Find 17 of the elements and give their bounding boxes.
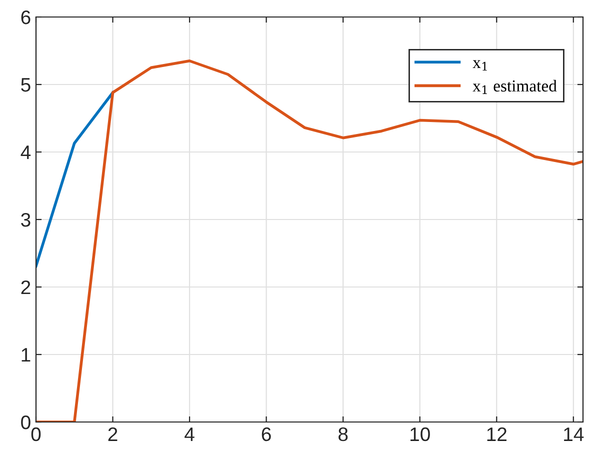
y-tick-label: 2 <box>21 280 30 294</box>
legend-label: x$_{1}$ estimated <box>472 80 557 94</box>
x-tick-label: 10 <box>410 427 430 442</box>
legend-label: x$_{1}$ <box>472 60 487 71</box>
y-tick-label: 5 <box>21 78 30 92</box>
x-tick-label: 0 <box>31 427 41 442</box>
x-tick-label: 12 <box>487 427 506 441</box>
y-tick-label: 1 <box>22 348 30 362</box>
x-tick-label: 8 <box>338 427 348 442</box>
x-tick-label: 4 <box>184 428 194 441</box>
y-tick-label: 0 <box>21 415 30 430</box>
x-tick-label: 14 <box>564 428 584 441</box>
y-tick-label: 6 <box>21 10 30 24</box>
y-tick-label: 3 <box>21 212 30 227</box>
x-tick-label: 6 <box>262 427 271 442</box>
y-tick-label: 4 <box>20 146 31 160</box>
x-tick-label: 2 <box>108 427 118 441</box>
